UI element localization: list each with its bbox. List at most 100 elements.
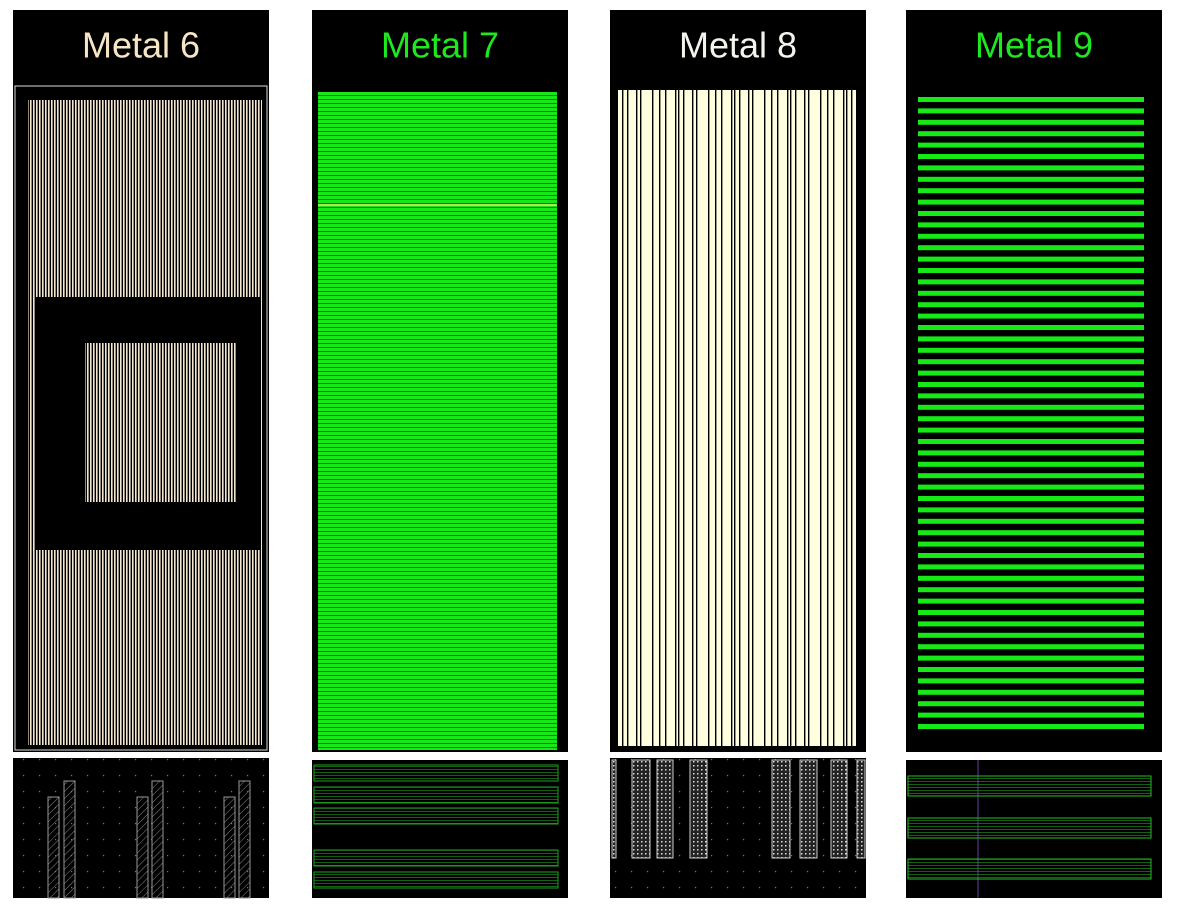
metal-bar bbox=[918, 154, 1144, 159]
metal-bar bbox=[918, 610, 1144, 615]
track-gap bbox=[804, 90, 806, 746]
track-gap bbox=[846, 90, 848, 746]
metal-bar bbox=[918, 461, 1144, 467]
metal-bar bbox=[918, 450, 1144, 456]
track-gap bbox=[708, 90, 710, 746]
track-gap bbox=[777, 90, 779, 746]
metal-bar bbox=[918, 142, 1144, 148]
metal-bar bbox=[918, 587, 1144, 593]
via-bar bbox=[856, 759, 866, 859]
track-gap bbox=[640, 90, 642, 746]
track-gap bbox=[833, 90, 835, 746]
metal-bar bbox=[918, 473, 1144, 479]
via-bar bbox=[611, 759, 617, 859]
wire-group bbox=[907, 775, 1152, 797]
wire-group bbox=[313, 849, 559, 867]
panel-title: Metal 8 bbox=[679, 25, 797, 66]
metal-bar bbox=[918, 222, 1144, 228]
metal-bar bbox=[918, 678, 1144, 684]
via-bar bbox=[830, 759, 848, 859]
panel-title: Metal 9 bbox=[975, 25, 1093, 66]
hatched-wire bbox=[136, 796, 149, 899]
track-gap bbox=[734, 90, 736, 746]
track-gap bbox=[675, 90, 677, 746]
track-gap bbox=[652, 90, 654, 746]
metal-bar bbox=[918, 644, 1144, 650]
metal-bar bbox=[918, 393, 1144, 399]
via-bar bbox=[771, 759, 791, 859]
metal-bar bbox=[918, 621, 1144, 627]
metal-bar bbox=[918, 496, 1144, 501]
metal-bar bbox=[918, 119, 1144, 125]
track-gap bbox=[764, 90, 766, 746]
track-gap bbox=[827, 90, 829, 746]
metal-bar bbox=[918, 575, 1144, 581]
track-gap bbox=[622, 90, 624, 746]
metal-bar bbox=[918, 507, 1144, 513]
metal-bar bbox=[918, 518, 1144, 524]
metal-bar bbox=[918, 632, 1144, 638]
panel-title: Metal 6 bbox=[82, 25, 200, 66]
metal-bar bbox=[918, 268, 1144, 273]
metal-bar bbox=[918, 689, 1144, 695]
track-gap bbox=[748, 90, 750, 746]
hatched-wire bbox=[238, 780, 251, 899]
track-gap bbox=[636, 90, 638, 746]
track-gap bbox=[627, 90, 629, 746]
metal-bar bbox=[918, 655, 1144, 661]
track-gap bbox=[808, 90, 810, 746]
metal-bar bbox=[918, 199, 1144, 205]
track-gap bbox=[683, 90, 685, 746]
track-gap bbox=[752, 90, 754, 746]
metal-bar bbox=[918, 233, 1144, 239]
track-gap bbox=[678, 90, 680, 746]
metal-bar bbox=[918, 165, 1144, 171]
header bbox=[13, 10, 269, 85]
metal-bar bbox=[918, 712, 1144, 718]
metal-bar bbox=[918, 97, 1144, 102]
metal-bar bbox=[918, 427, 1144, 433]
wire-group bbox=[313, 871, 559, 889]
track-gap bbox=[787, 90, 789, 746]
wire-group bbox=[313, 764, 559, 782]
via-bar bbox=[689, 759, 708, 859]
track-gap bbox=[692, 90, 694, 746]
metal-bar bbox=[918, 484, 1144, 490]
metal-bar bbox=[918, 598, 1144, 604]
metal-bar bbox=[918, 382, 1144, 387]
metal-bar bbox=[918, 279, 1144, 285]
metal-bar bbox=[918, 211, 1144, 216]
track-gap bbox=[843, 90, 845, 746]
metal-stripes bbox=[318, 92, 557, 750]
header bbox=[610, 10, 866, 85]
metal-bar bbox=[918, 404, 1144, 410]
track-gap bbox=[771, 90, 773, 746]
metal-bar bbox=[918, 256, 1144, 262]
metal-bar bbox=[918, 530, 1144, 536]
wire-group bbox=[313, 786, 559, 804]
metal-stripes bbox=[85, 343, 237, 502]
metal-bar bbox=[918, 131, 1144, 137]
metal-bar bbox=[918, 325, 1144, 330]
hatched-wire bbox=[63, 780, 76, 899]
metal-bar bbox=[918, 564, 1144, 570]
hatched-wire bbox=[151, 780, 164, 899]
header bbox=[312, 10, 568, 85]
metal-bar bbox=[918, 370, 1144, 376]
metal-bar bbox=[918, 701, 1144, 707]
track-gap bbox=[665, 90, 667, 746]
hatched-wire bbox=[223, 796, 236, 899]
metal-bar bbox=[918, 541, 1144, 547]
metal-bar bbox=[918, 245, 1144, 251]
wire-group bbox=[313, 807, 559, 825]
zoom-dots bbox=[610, 758, 866, 898]
metal-bar bbox=[918, 667, 1144, 672]
track-gap bbox=[795, 90, 797, 746]
panel-title: Metal 7 bbox=[381, 25, 499, 66]
metal-bar bbox=[918, 302, 1144, 308]
track-gap bbox=[715, 90, 717, 746]
track-gap bbox=[820, 90, 822, 746]
metal-bar bbox=[918, 336, 1144, 342]
